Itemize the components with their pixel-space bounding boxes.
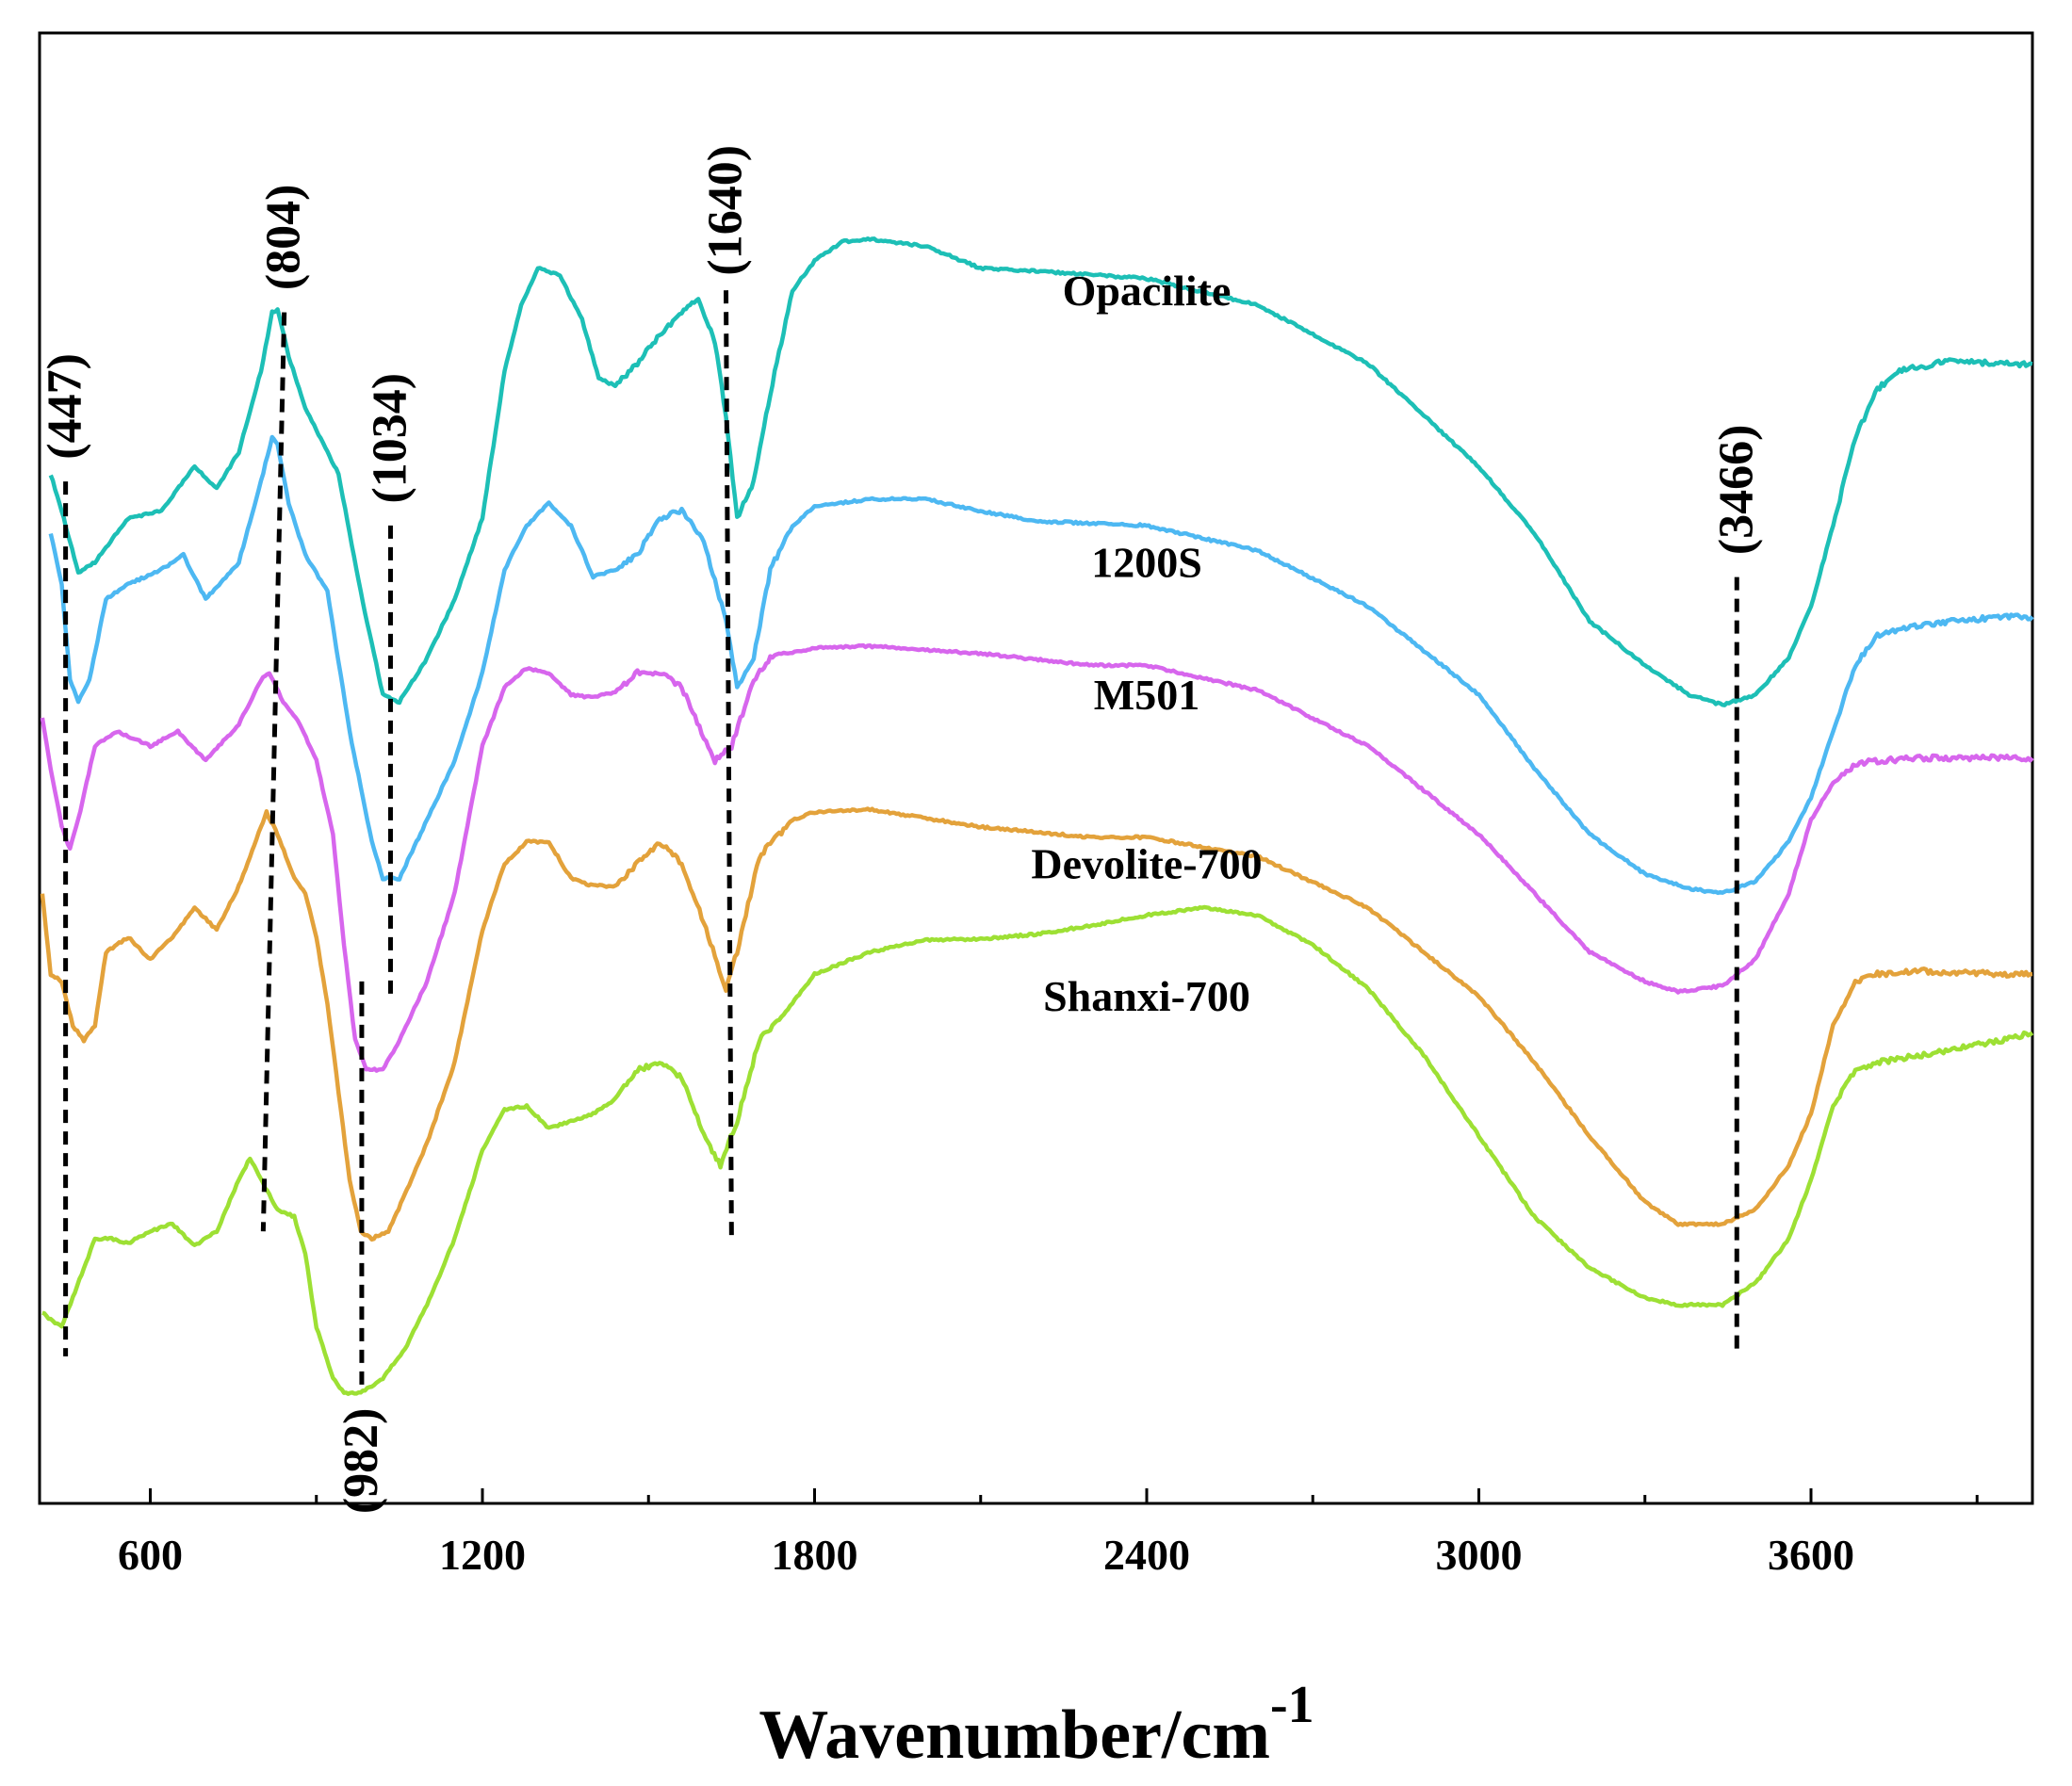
peak-annotations: (447) (804) (1034) (982) (1640) (3466) [39,145,1764,1514]
peak-marker-line [724,290,734,1240]
x-tick-label: 600 [118,1531,183,1579]
peak-label: (447) [39,353,92,460]
x-tick-label: 2400 [1103,1531,1190,1579]
peak-label: (804) [257,185,311,291]
x-tick-label: 1800 [772,1531,858,1579]
series-labels: Opacilite 1200S M501 Devolite-700 Shanxi-700 [1031,267,1262,1020]
x-axis: 600 1200 1800 2400 3000 3600 [118,1488,1979,1579]
series-line-1200s [48,434,2034,896]
series-label: Shanxi-700 [1043,972,1250,1020]
peak-label: (3466) [1709,425,1763,556]
series-layer [40,236,2034,1396]
peak-label: (1640) [699,145,753,276]
series-label: Devolite-700 [1031,840,1262,888]
series-line-devolite-700 [40,806,2033,1242]
x-tick-label: 1200 [439,1531,526,1579]
peak-label: (1034) [363,373,416,504]
peak-label: (982) [334,1408,388,1515]
series-line-opacilite [48,236,2033,707]
series-line-shanxi-700 [41,904,2034,1396]
series-label: Opacilite [1063,267,1232,315]
x-tick-label: 3000 [1436,1531,1523,1579]
series-line-m501 [40,642,2034,1073]
x-tick-label: 3600 [1768,1531,1854,1579]
plot-area [38,31,2034,1505]
x-axis-title: Wavenumber/cm-1 [759,1676,1313,1774]
series-label: M501 [1094,671,1199,719]
peak-marker-line [260,312,287,1232]
plot-frame [38,31,2034,1505]
series-label: 1200S [1091,539,1202,587]
